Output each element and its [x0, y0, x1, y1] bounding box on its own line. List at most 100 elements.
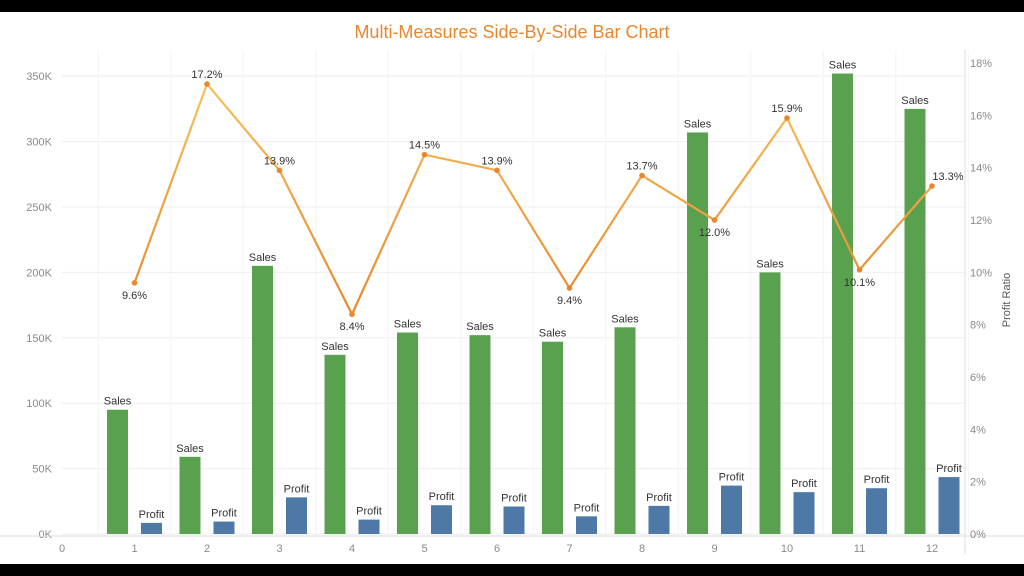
x-axis-tick-label: 11 [854, 543, 865, 555]
profit-bar-label: Profit [574, 502, 600, 514]
labels-layer: Sales Profit Sales Profit Sales Profit Sales Pr… [104, 60, 964, 521]
right-axis-tick-label: 6% [970, 372, 986, 384]
right-axis-tick-label: 0% [970, 529, 986, 541]
x-axis-tick-label: 10 [781, 543, 793, 555]
sales-bar [179, 456, 201, 534]
profit-bar [576, 516, 597, 534]
sales-bar-label: Sales [394, 319, 422, 331]
profit-ratio-label: 10.1% [844, 277, 875, 289]
x-axis-tick-label: 4 [349, 543, 355, 555]
profit-ratio-label: 13.9% [481, 155, 512, 167]
x-axis-tick-label: 12 [926, 543, 938, 555]
sales-bar [469, 335, 491, 534]
profit-bar [721, 485, 742, 534]
left-axis-tick-label: 150K [26, 333, 52, 345]
profit-ratio-label: 9.6% [122, 290, 147, 302]
sales-bar-label: Sales [249, 252, 277, 264]
left-axis-tick-label: 100K [26, 398, 52, 410]
profit-ratio-point [784, 115, 790, 121]
x-axis-tick-label: 2 [204, 543, 210, 555]
x-axis-tick-label: 0 [59, 543, 65, 555]
profit-bar [938, 477, 960, 534]
x-axis-tick-label: 7 [566, 543, 572, 555]
left-axis-tick-label: 200K [26, 267, 52, 279]
profit-bar-label: Profit [429, 491, 455, 503]
sales-bar [324, 354, 346, 534]
sales-bar [614, 327, 636, 534]
profit-bar-label: Profit [864, 474, 890, 486]
left-axis-tick-label: 300K [26, 137, 52, 149]
sales-bar-label: Sales [756, 258, 784, 270]
profit-bar [866, 488, 887, 534]
profit-ratio-point [711, 217, 718, 223]
left-axis-tick-label: 250K [26, 202, 52, 214]
chart-title: Multi-Measures Side-By-Side Bar Chart [354, 22, 669, 42]
chart-frame: Multi-Measures Side-By-Side Bar Chart 0K… [0, 12, 1024, 564]
profit-bar [286, 497, 307, 534]
profit-ratio-label: 15.9% [771, 103, 802, 115]
right-axis-tick-label: 18% [970, 58, 992, 70]
profit-ratio-point [276, 167, 283, 174]
sales-bar [759, 272, 781, 534]
profit-ratio-label: 12.0% [699, 227, 730, 239]
profit-ratio-point [421, 151, 428, 158]
x-axis-tick-label: 3 [276, 543, 282, 555]
profit-bar [793, 492, 815, 534]
profit-ratio-point [494, 167, 500, 174]
profit-bar [648, 505, 670, 534]
profit-ratio-label: 13.7% [626, 161, 657, 173]
sales-bar [687, 132, 708, 534]
sales-bar-label: Sales [611, 313, 639, 325]
sales-bar [832, 73, 853, 534]
profit-bar-label: Profit [936, 463, 962, 475]
chart-svg: Multi-Measures Side-By-Side Bar Chart 0K… [0, 22, 1024, 555]
right-axis-tick-label: 4% [970, 424, 986, 436]
bars-layer [107, 73, 960, 534]
right-axis-title: Profit Ratio [1001, 273, 1013, 327]
profit-bar [213, 521, 235, 534]
x-axis-tick-label: 5 [421, 543, 427, 555]
left-axis-tick-label: 350K [26, 71, 52, 83]
sales-bar-label: Sales [901, 95, 929, 107]
right-axis-tick-label: 16% [970, 110, 992, 122]
profit-bar [358, 519, 380, 534]
x-axis-tick-label: 1 [131, 543, 137, 555]
grid-layer [62, 50, 969, 535]
right-axis-tick-label: 12% [970, 215, 992, 227]
profit-ratio-point [856, 266, 863, 273]
sales-bar-label: Sales [104, 396, 132, 408]
left-axis-tick-label: 50K [32, 464, 52, 476]
x-axis-tick-label: 9 [711, 543, 717, 555]
sales-bar-label: Sales [684, 118, 712, 130]
sales-bar-label: Sales [466, 321, 494, 333]
axis-layer: 0K 50K 100K 150K 200K 250K 300K 350K 0% 2% 4% 6% 8% 1… [0, 50, 1024, 555]
profit-ratio-label: 13.9% [264, 155, 295, 167]
profit-ratio-label: 8.4% [339, 321, 364, 333]
profit-ratio-point [566, 285, 573, 291]
profit-bar-label: Profit [139, 509, 165, 521]
profit-bar-label: Profit [284, 483, 310, 495]
profit-ratio-label: 9.4% [557, 295, 582, 307]
x-axis-tick-label: 6 [494, 543, 500, 555]
right-axis-tick-label: 10% [970, 267, 992, 279]
profit-ratio-point [204, 81, 210, 87]
profit-bar [503, 506, 525, 534]
profit-ratio-line [133, 82, 933, 316]
profit-bar-label: Profit [356, 506, 382, 518]
profit-bar [431, 505, 452, 534]
profit-bar-label: Profit [646, 492, 672, 504]
profit-ratio-point [639, 172, 645, 179]
profit-bar-label: Profit [211, 508, 237, 520]
sales-bar [542, 341, 563, 534]
line-layer [131, 81, 935, 318]
right-axis-tick-label: 14% [970, 163, 992, 175]
profit-ratio-point [131, 280, 138, 286]
left-axis-tick-label: 0K [39, 529, 53, 541]
profit-ratio-point [929, 183, 935, 189]
sales-bar [107, 409, 128, 534]
profit-bar-label: Profit [791, 478, 817, 490]
sales-bar [252, 265, 273, 534]
sales-bar-label: Sales [829, 60, 857, 72]
sales-bar-label: Sales [176, 443, 204, 455]
sales-bar-label: Sales [539, 328, 567, 340]
